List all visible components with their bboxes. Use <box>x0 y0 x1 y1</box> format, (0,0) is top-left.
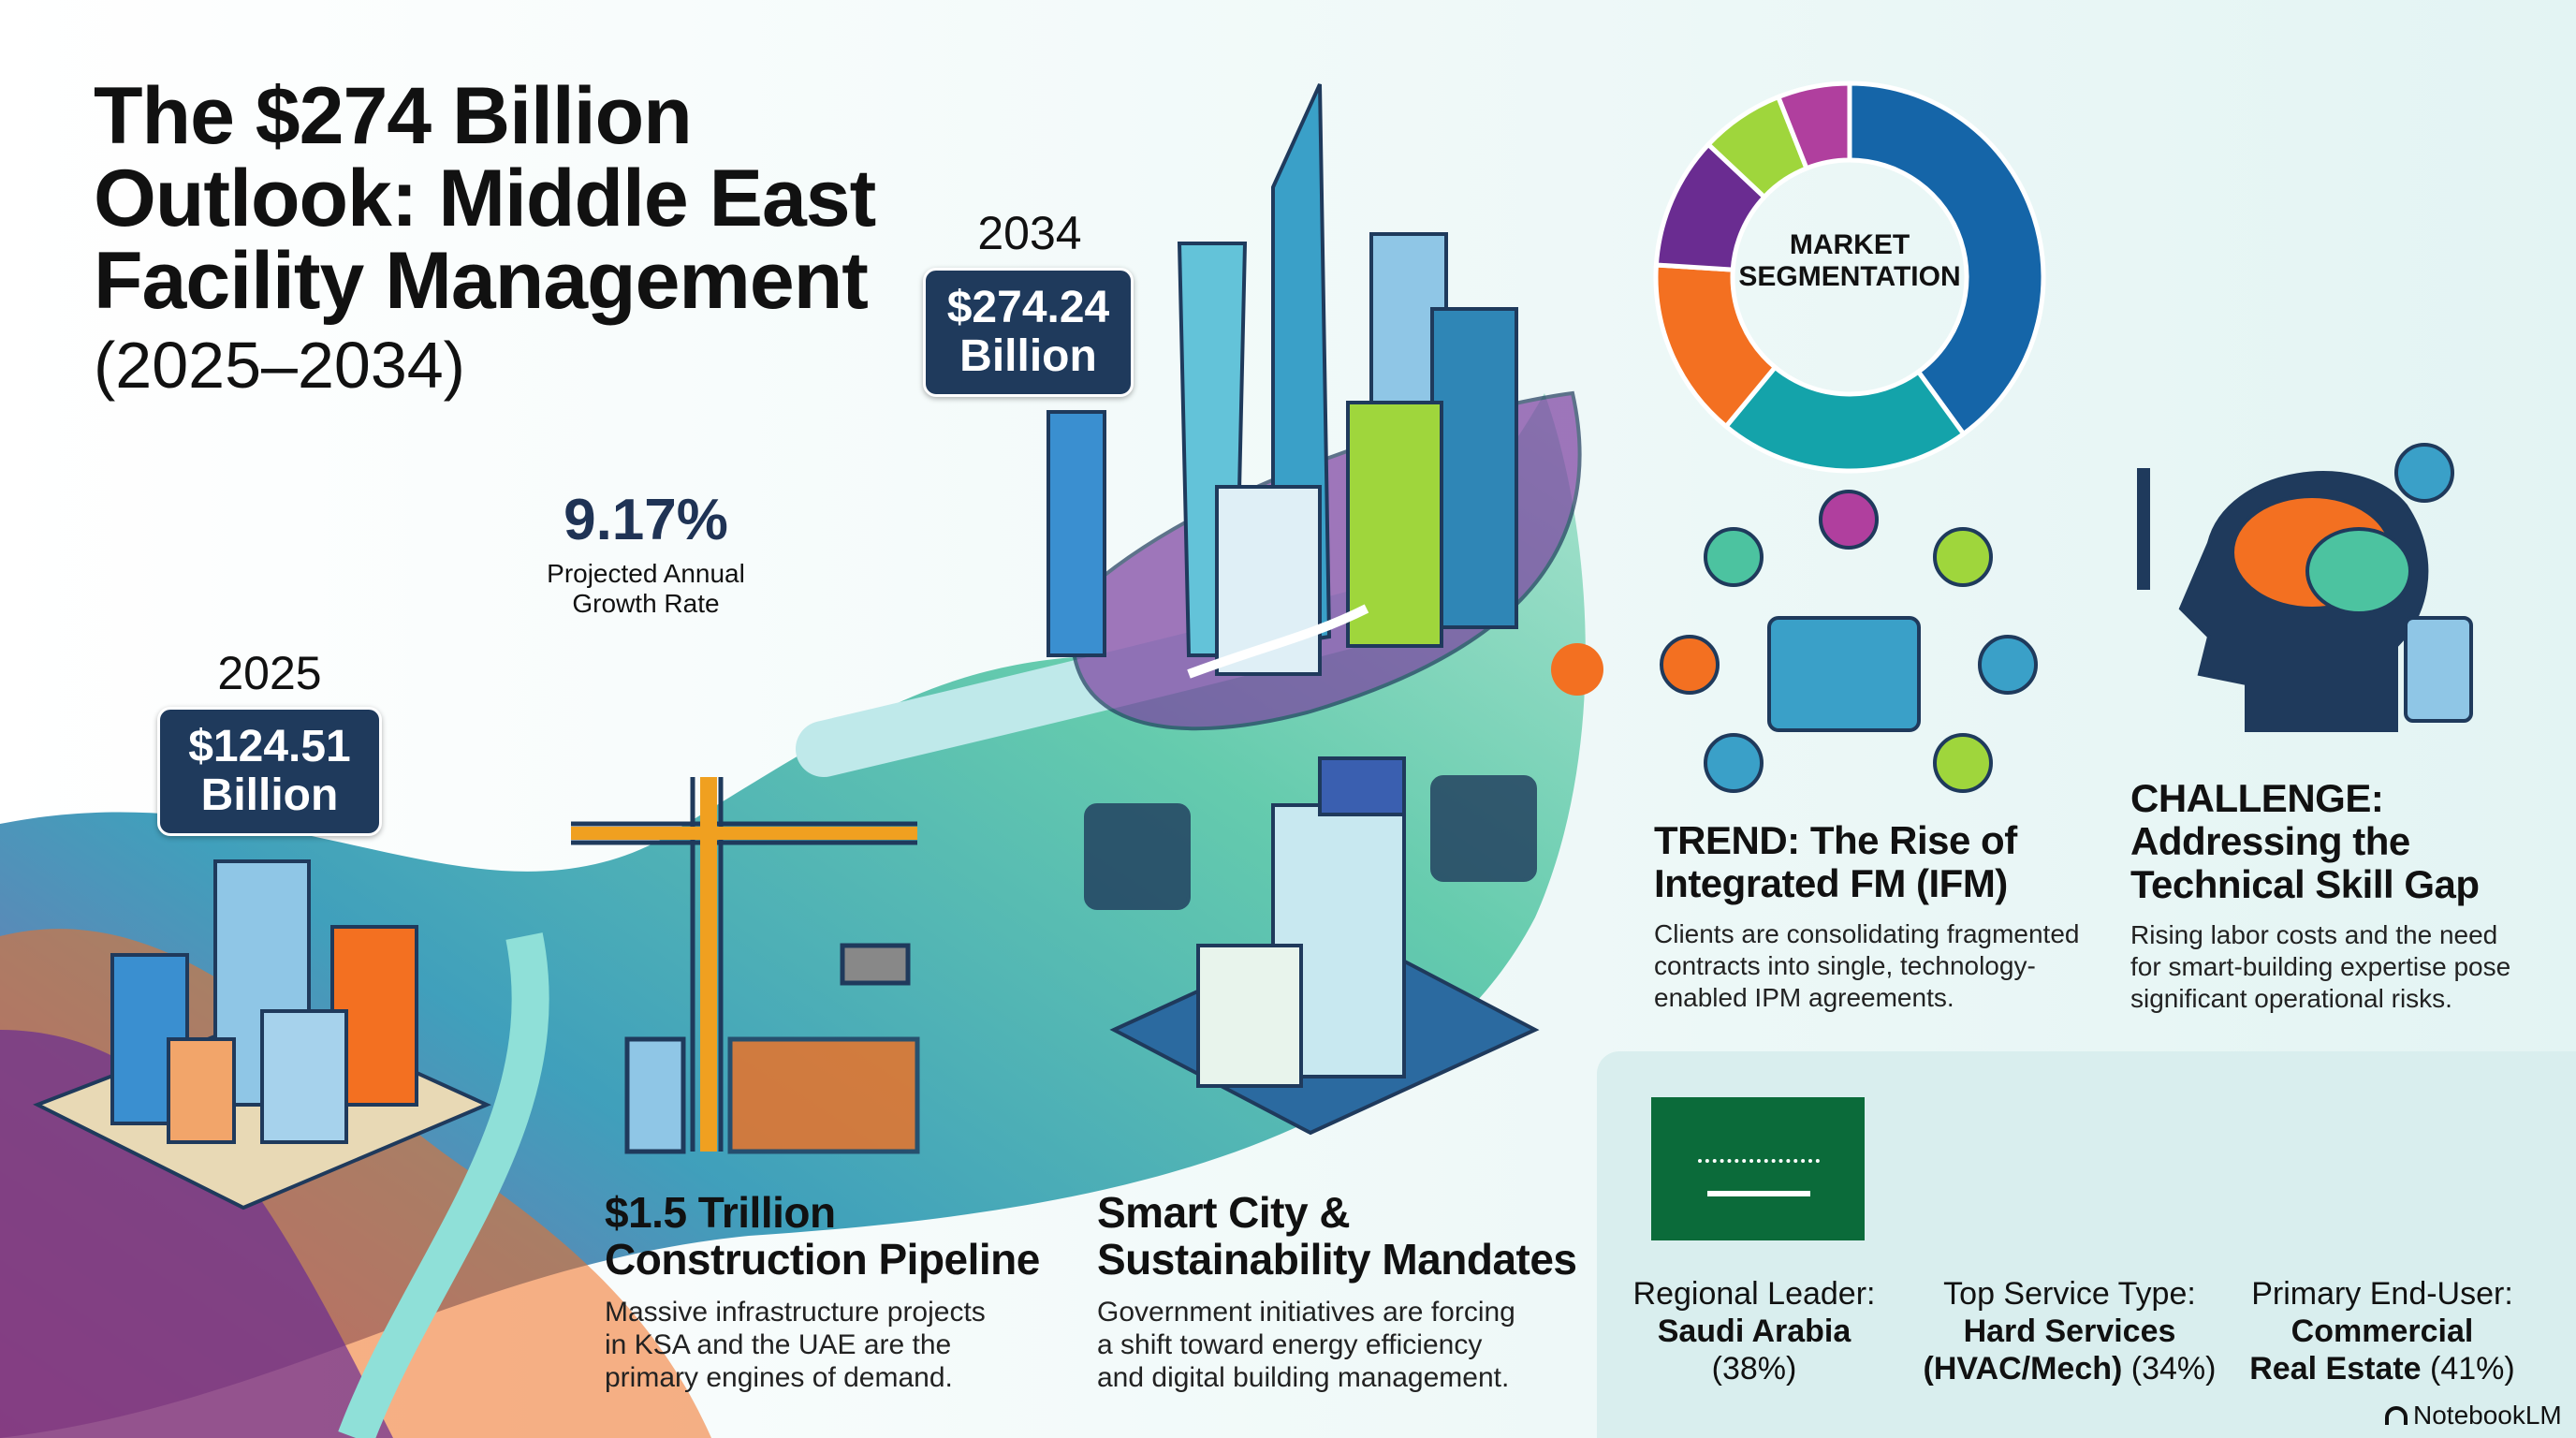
growth-rate-value: 9.17% <box>564 488 728 552</box>
integrated-network-icon <box>1660 490 2038 793</box>
start-year: 2025 <box>217 647 322 699</box>
driver-desc: Government initiatives are forcing a shif… <box>1097 1297 1515 1393</box>
driver-title: Smart City & Sustainability Mandates <box>1097 1188 1577 1284</box>
trend-section: TREND: The Rise of Integrated FM (IFM) Cl… <box>1654 819 2103 1014</box>
challenge-section: CHALLENGE: Addressing the Technical Skill … <box>2130 777 2561 1015</box>
challenge-title: CHALLENGE: Addressing the Technical Skill … <box>2130 776 2480 906</box>
driver-title: $1.5 Trillion Construction Pipeline <box>605 1188 1040 1284</box>
start-unit: Billion <box>200 770 339 820</box>
trend-title: TREND: The Rise of Integrated FM (IFM) <box>1654 818 2017 905</box>
stat-end-user: Primary End-User: Commercial Real Estate (… <box>2249 1276 2515 1387</box>
start-value: $124.51 <box>188 722 351 771</box>
trend-desc: Clients are consolidating fragmented cont… <box>1654 919 2080 1012</box>
stat-regional-leader: Regional Leader: Saudi Arabia (38%) <box>1632 1276 1876 1387</box>
growth-rate-label: Projected Annual Growth Rate <box>547 559 745 618</box>
city-2025-illustration <box>33 859 491 1211</box>
city-2034-illustration <box>1046 83 1582 731</box>
end-value-badge: $274.24 Billion <box>923 268 1134 397</box>
donut-segment <box>1775 81 1852 172</box>
smart-building-icon <box>1084 756 1540 1136</box>
stat-top-service: Top Service Type: Hard Services (HVAC/Mech… <box>1923 1276 2217 1387</box>
end-year: 2034 <box>977 207 1082 259</box>
construction-crane-icon <box>571 777 920 1154</box>
notebooklm-brand: NotebookLM <box>2385 1401 2562 1431</box>
page-subtitle: (2025–2034) <box>94 329 465 402</box>
challenge-desc: Rising labor costs and the need for smart… <box>2130 920 2511 1013</box>
brain-tools-icon <box>2137 443 2473 732</box>
donut-center-label: MARKET SEGMENTATION <box>1738 229 1961 292</box>
market-segmentation-donut <box>1653 81 2046 474</box>
end-unit: Billion <box>959 331 1097 381</box>
donut-segment <box>1847 81 2046 437</box>
donut-segment <box>1722 363 1968 474</box>
notebooklm-logo-icon <box>2385 1406 2408 1425</box>
page-title: The $274 Billion Outlook: Middle East Fa… <box>94 71 876 326</box>
driver-smart-city: Smart City & Sustainability Mandates Gove… <box>1097 1189 1584 1394</box>
end-value: $274.24 <box>946 283 1110 332</box>
driver-construction: $1.5 Trillion Construction Pipeline Massi… <box>605 1189 1054 1394</box>
start-value-badge: $124.51 Billion <box>157 707 382 836</box>
saudi-flag-icon <box>1651 1097 1865 1240</box>
growth-rate: 9.17% Projected Annual Growth Rate <box>524 487 768 619</box>
driver-desc: Massive infrastructure projects in KSA an… <box>605 1297 986 1393</box>
